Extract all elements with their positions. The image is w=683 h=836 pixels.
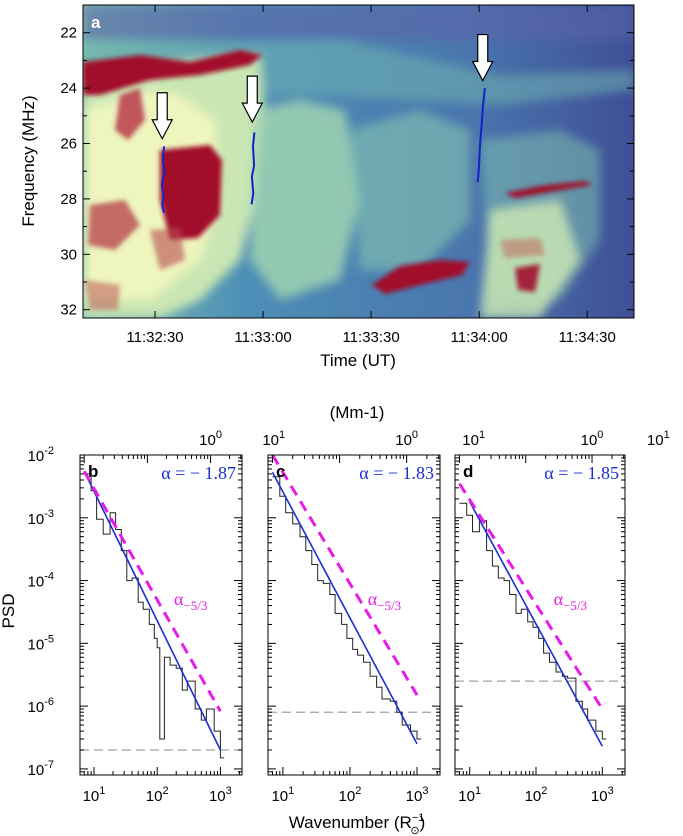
- psd-frame: [454, 454, 626, 776]
- tick-label: 10-6: [28, 696, 54, 716]
- x-tick-label: 11:33:30: [342, 329, 399, 346]
- psd-panel-d: 101 102 103 100 101 d α = − 1.85 α−5/3: [454, 429, 670, 805]
- fit-line: [83, 470, 222, 751]
- y-tick-label: 22: [60, 25, 77, 42]
- fit-line: [271, 471, 418, 745]
- fit-line: [469, 501, 604, 747]
- tick-label: 102: [525, 785, 548, 805]
- tick-label: 103: [591, 785, 614, 805]
- spectrogram-panel: a 11:32:30 11:33:00 11:33:30 11:34:00 11:34:…: [19, 4, 635, 370]
- psd-plot-area: [455, 482, 625, 747]
- y-tick-label: 24: [60, 80, 77, 97]
- panel-label-d: d: [463, 462, 473, 481]
- tick-label: 100: [581, 429, 604, 449]
- psd-x-axis-title: Wavenumber (R−1 ⊙): [289, 812, 426, 836]
- panel-label-a: a: [91, 13, 101, 32]
- tick-label: 101: [462, 429, 485, 449]
- reference-line: [82, 470, 222, 712]
- psd-plot-area: [268, 455, 440, 745]
- psd-curve: [459, 502, 607, 740]
- marker-arrow-2: [241, 75, 264, 124]
- fit-slope-label: α = − 1.83: [359, 463, 434, 483]
- reference-slope-label: α−5/3: [174, 589, 207, 613]
- panel-label-c: c: [276, 462, 285, 481]
- tick-label: 102: [146, 785, 169, 805]
- marker-arrow-3: [471, 33, 494, 82]
- x-tick-label: 11:34:00: [451, 329, 508, 346]
- psd-plot-area: [80, 470, 242, 759]
- tick-label: 102: [339, 785, 362, 805]
- drift-track-3: [476, 87, 486, 183]
- drift-track-1: [160, 146, 166, 213]
- y-tick-label: 28: [60, 191, 77, 208]
- top-axis-title: (Mm-1): [330, 403, 385, 422]
- x-axis-title: Time (UT): [320, 351, 396, 370]
- tick-label: 101: [271, 785, 294, 805]
- tick-label: 10-7: [28, 759, 54, 779]
- x-tick-label: 11:32:30: [126, 329, 183, 346]
- psd-panel-b: 101 102 103 100 101 10-2 10-3 10-4 10-5 10-6 10-7 b…: [28, 429, 286, 805]
- y-tick-label: 32: [60, 302, 77, 319]
- reference-line: [458, 482, 604, 710]
- tick-label: 101: [262, 429, 285, 449]
- psd-frame: [267, 454, 441, 776]
- y-tick-label: 26: [60, 135, 77, 152]
- tick-label: 100: [395, 429, 418, 449]
- y-tick-label: 30: [60, 246, 77, 263]
- psd-panels: 101 102 103 100 101 10-2 10-3 10-4 10-5 10-6 10-7 b…: [28, 429, 670, 805]
- x-tick-label: 11:34:30: [559, 329, 616, 346]
- x-tick-label: 11:33:00: [234, 329, 291, 346]
- tick-label: 103: [209, 785, 232, 805]
- tick-label: 10-5: [28, 633, 54, 653]
- tick-label: 103: [406, 785, 429, 805]
- spectrogram-frame: [82, 4, 635, 319]
- tick-label: 10-4: [28, 571, 54, 591]
- reference-line: [271, 455, 419, 696]
- panel-label-b: b: [88, 462, 98, 481]
- drift-track-2: [250, 132, 256, 205]
- fit-slope-label: α = − 1.87: [161, 463, 236, 483]
- tick-label: 101: [647, 429, 670, 449]
- tick-label: 10-3: [28, 508, 54, 528]
- psd-frame: [79, 454, 243, 776]
- psd-panel-c: 101 102 103 100 101 c α = − 1.83 α−5/3: [267, 429, 485, 805]
- reference-slope-label: α−5/3: [554, 589, 587, 613]
- y-axis-title: Frequency (MHz): [19, 95, 38, 226]
- psd-curve: [272, 476, 422, 740]
- marker-arrow-1: [151, 92, 174, 141]
- tick-label: 100: [199, 429, 222, 449]
- reference-slope-label: α−5/3: [368, 589, 401, 613]
- spectrogram-image: [83, 5, 634, 318]
- tick-label: 101: [458, 785, 481, 805]
- tick-label: 101: [83, 785, 106, 805]
- tick-label: 10-2: [28, 445, 54, 465]
- psd-y-axis-title: PSD: [0, 594, 18, 629]
- fit-slope-label: α = − 1.85: [544, 463, 619, 483]
